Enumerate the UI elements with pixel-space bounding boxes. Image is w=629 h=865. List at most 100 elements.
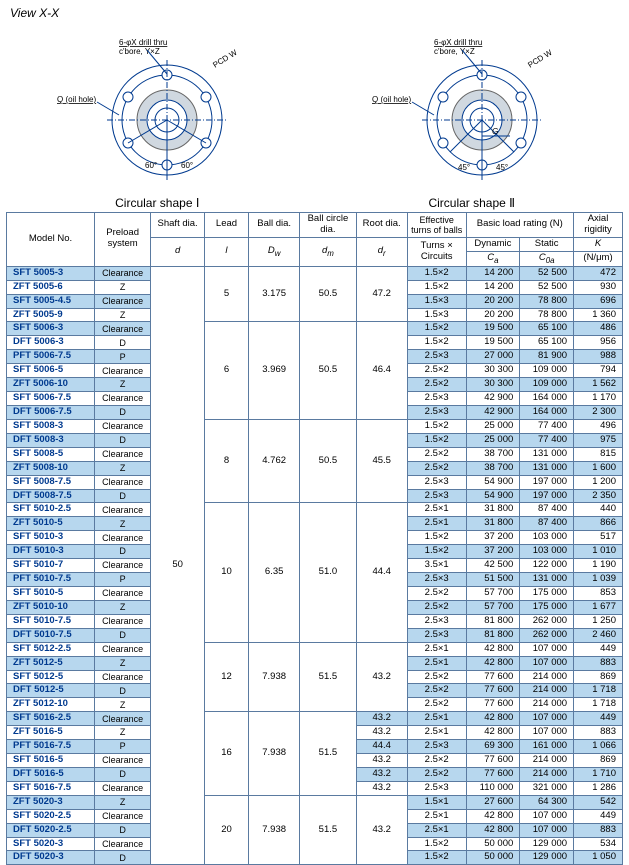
cell-ca: 31 800 — [466, 517, 520, 531]
cell-turns: 2.5×2 — [407, 600, 466, 614]
cell-coa: 87 400 — [520, 517, 574, 531]
cell-ca: 37 200 — [466, 545, 520, 559]
table-row: ZFT 5020-3Z207.93851.543.21.5×127 60064 … — [7, 795, 623, 809]
cell-turns: 2.5×3 — [407, 489, 466, 503]
cell-turns: 1.5×2 — [407, 280, 466, 294]
cell-preload: Clearance — [95, 586, 151, 600]
cell-lead: 16 — [204, 712, 248, 796]
cell-turns: 1.5×2 — [407, 545, 466, 559]
cell-ca: 37 200 — [466, 531, 520, 545]
cell-ca: 42 900 — [466, 392, 520, 406]
svg-text:c'bore, Y×Z: c'bore, Y×Z — [119, 47, 160, 56]
table-row: SFT 5006-3Clearance63.96950.546.41.5×219… — [7, 322, 623, 336]
cell-ca: 42 800 — [466, 656, 520, 670]
cell-ca: 19 500 — [466, 322, 520, 336]
cell-preload: D — [95, 336, 151, 350]
cell-ca: 54 900 — [466, 489, 520, 503]
spec-table: Model No. Preload system Shaft dia. Lead… — [6, 212, 623, 865]
cell-turns: 2.5×3 — [407, 392, 466, 406]
cell-turns: 1.5×2 — [407, 322, 466, 336]
cell-k: 956 — [574, 336, 623, 350]
cell-model: SFT 5008-7.5 — [7, 475, 95, 489]
table-row: SFT 5016-2.5Clearance167.93851.543.22.5×… — [7, 712, 623, 726]
cell-model: DFT 5010-3 — [7, 545, 95, 559]
cell-k: 815 — [574, 447, 623, 461]
cell-k: 542 — [574, 795, 623, 809]
cell-preload: P — [95, 350, 151, 364]
cell-coa: 175 000 — [520, 586, 574, 600]
cell-turns: 2.5×1 — [407, 503, 466, 517]
cell-ca: 38 700 — [466, 461, 520, 475]
hdr-preload: Preload system — [95, 213, 151, 267]
cell-coa: 175 000 — [520, 600, 574, 614]
table-row: SFT 5010-2.5Clearance106.3551.044.42.5×1… — [7, 503, 623, 517]
cell-ca: 77 600 — [466, 670, 520, 684]
cell-preload: P — [95, 573, 151, 587]
cell-preload: Clearance — [95, 837, 151, 851]
cell-model: SFT 5010-7 — [7, 559, 95, 573]
cell-model: SFT 5020-3 — [7, 837, 95, 851]
cell-preload: Clearance — [95, 642, 151, 656]
cell-coa: 164 000 — [520, 405, 574, 419]
cell-k: 988 — [574, 350, 623, 364]
cell-k: 1 600 — [574, 461, 623, 475]
diagram-shape-1: 6-φX drill thru c'bore, Y×Z PCD W Q (oil… — [47, 30, 267, 210]
cell-ca: 27 600 — [466, 795, 520, 809]
cell-k: 1 562 — [574, 378, 623, 392]
cell-turns: 2.5×2 — [407, 684, 466, 698]
cell-preload: Clearance — [95, 419, 151, 433]
cell-k: 853 — [574, 586, 623, 600]
view-label: View X-X — [0, 0, 629, 26]
cell-k: 1 718 — [574, 684, 623, 698]
cell-k: 1 710 — [574, 767, 623, 781]
cell-ca: 81 800 — [466, 614, 520, 628]
cell-model: SFT 5006-5 — [7, 364, 95, 378]
cell-coa: 131 000 — [520, 573, 574, 587]
cell-model: SFT 5006-7.5 — [7, 392, 95, 406]
svg-text:Q (oil hole): Q (oil hole) — [372, 95, 411, 104]
cell-coa: 262 000 — [520, 614, 574, 628]
svg-text:G: G — [492, 127, 498, 136]
cell-preload: Z — [95, 461, 151, 475]
svg-text:45°: 45° — [458, 163, 470, 172]
cell-model: DFT 5020-3 — [7, 851, 95, 865]
cell-k: 1 200 — [574, 475, 623, 489]
cell-preload: D — [95, 628, 151, 642]
cell-ca: 25 000 — [466, 419, 520, 433]
cell-coa: 197 000 — [520, 489, 574, 503]
cell-model: DFT 5006-7.5 — [7, 405, 95, 419]
cell-preload: Z — [95, 378, 151, 392]
cell-coa: 107 000 — [520, 712, 574, 726]
cell-preload: Z — [95, 656, 151, 670]
cell-rd: 44.4 — [356, 740, 407, 754]
cell-preload: Z — [95, 280, 151, 294]
cell-ball: 3.175 — [248, 266, 299, 322]
cell-lead: 20 — [204, 795, 248, 865]
table-row: SFT 5005-3Clearance5053.17550.547.21.5×2… — [7, 266, 623, 280]
cell-k: 869 — [574, 670, 623, 684]
cell-rd: 43.2 — [356, 795, 407, 865]
cell-preload: D — [95, 433, 151, 447]
cell-model: ZFT 5020-3 — [7, 795, 95, 809]
cell-k: 794 — [574, 364, 623, 378]
cell-model: SFT 5010-3 — [7, 531, 95, 545]
cell-model: SFT 5005-3 — [7, 266, 95, 280]
cell-turns: 3.5×1 — [407, 559, 466, 573]
cell-coa: 161 000 — [520, 740, 574, 754]
cell-coa: 107 000 — [520, 726, 574, 740]
cell-k: 2 460 — [574, 628, 623, 642]
cell-coa: 77 400 — [520, 433, 574, 447]
cell-coa: 64 300 — [520, 795, 574, 809]
cell-ball: 6.35 — [248, 503, 299, 642]
cell-k: 696 — [574, 294, 623, 308]
cell-ca: 25 000 — [466, 433, 520, 447]
cell-coa: 262 000 — [520, 628, 574, 642]
hdr-shaft: Shaft dia. — [151, 213, 205, 238]
cell-k: 1 066 — [574, 740, 623, 754]
cell-coa: 129 000 — [520, 837, 574, 851]
cell-preload: D — [95, 545, 151, 559]
cell-k: 472 — [574, 266, 623, 280]
hdr-blr: Basic load rating (N) — [466, 213, 574, 238]
cell-rd: 46.4 — [356, 322, 407, 419]
cell-coa: 87 400 — [520, 503, 574, 517]
